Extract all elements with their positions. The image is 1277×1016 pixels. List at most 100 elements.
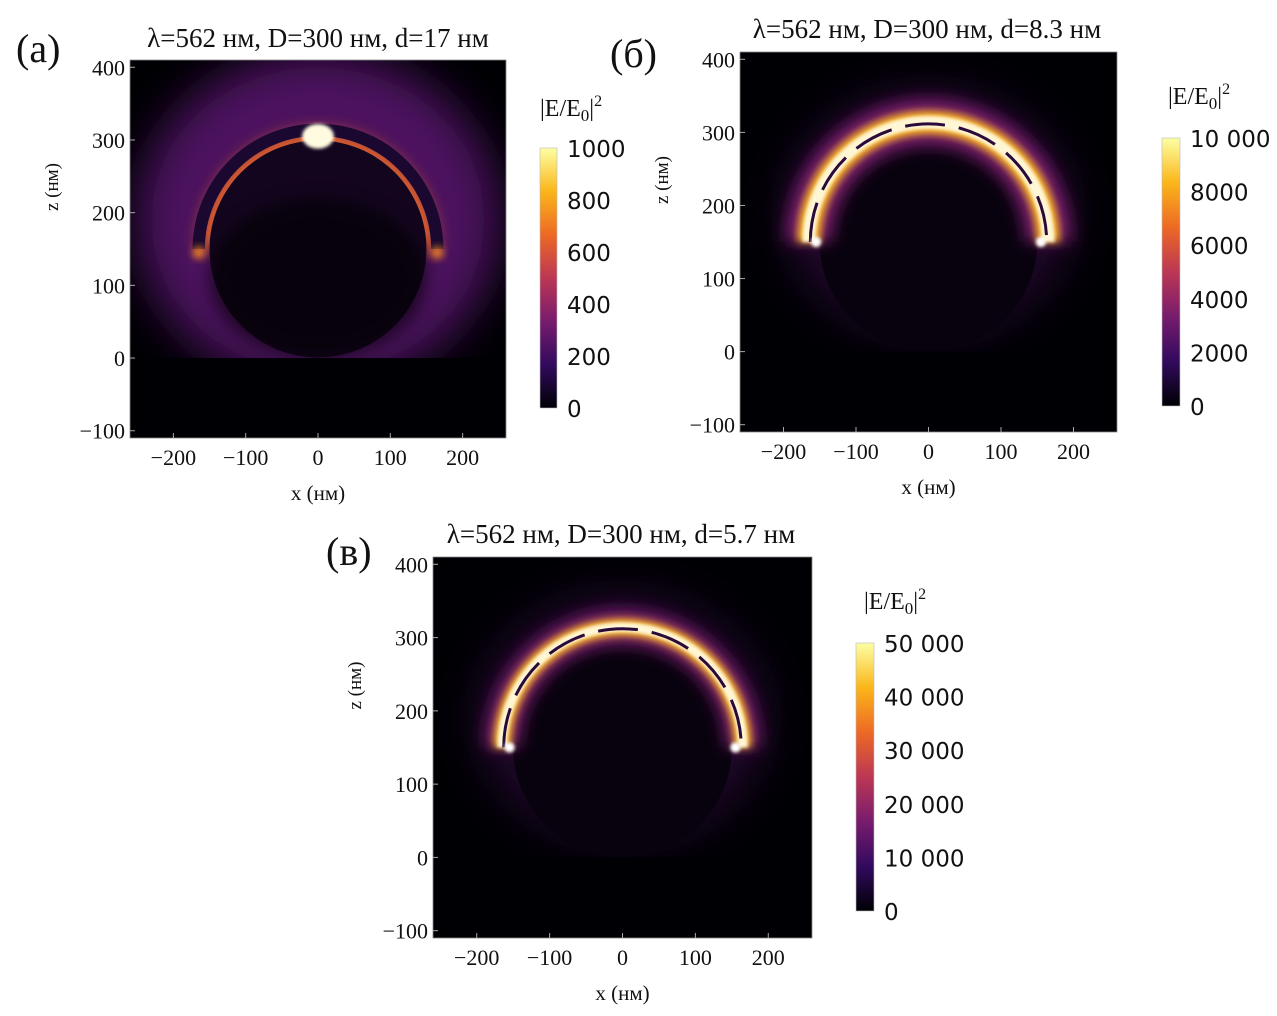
heatmap bbox=[433, 557, 812, 938]
substrate bbox=[740, 351, 1117, 432]
colorbar-title-main: |E/E bbox=[1168, 84, 1209, 110]
colorbar-title-sub: 0 bbox=[1209, 94, 1218, 113]
colorbar-tick-label: 40 000 bbox=[884, 686, 964, 712]
x-tick-label: 0 bbox=[313, 445, 324, 470]
heatmap bbox=[130, 60, 506, 438]
y-tick-label: 300 bbox=[92, 128, 125, 153]
hotspot-end bbox=[431, 246, 444, 259]
colorbar-tick-label: 0 bbox=[884, 900, 899, 926]
y-tick-label: 400 bbox=[702, 47, 735, 72]
y-tick-label: 400 bbox=[92, 55, 125, 80]
hotspot-end bbox=[730, 742, 741, 753]
x-tick-label: −200 bbox=[454, 945, 499, 970]
hotspot-end bbox=[504, 742, 515, 753]
y-tick-label: 100 bbox=[395, 772, 428, 797]
y-tick-label: 100 bbox=[92, 273, 125, 298]
y-tick-label: 200 bbox=[92, 201, 125, 226]
y-axis-label: z (нм) bbox=[42, 163, 63, 211]
sphere-shadow bbox=[209, 198, 427, 359]
colorbar-tick-label: 30 000 bbox=[884, 739, 964, 765]
substrate bbox=[130, 358, 506, 438]
colorbar-title: |E/E0|2 bbox=[864, 586, 926, 618]
x-axis-label: x (нм) bbox=[901, 475, 955, 499]
colorbar-title-bar: | bbox=[589, 96, 594, 122]
colorbar-tick-label: 1000 bbox=[567, 137, 626, 163]
colorbar-title-sup: 2 bbox=[918, 586, 926, 603]
colorbar-tick-label: 800 bbox=[567, 189, 611, 215]
x-tick-label: −100 bbox=[223, 445, 268, 470]
colorbar bbox=[855, 642, 875, 912]
y-tick-label: 200 bbox=[702, 193, 735, 218]
colorbar-tick-label: 4000 bbox=[1190, 288, 1249, 314]
shell bbox=[808, 122, 1049, 243]
x-tick-label: −200 bbox=[761, 439, 806, 464]
colorbar-tick-label: 8000 bbox=[1190, 181, 1249, 207]
y-tick-label: 300 bbox=[702, 120, 735, 145]
y-tick-label: −100 bbox=[383, 919, 428, 944]
colorbar bbox=[1161, 137, 1181, 407]
x-tick-label: 100 bbox=[374, 445, 407, 470]
chart-title: λ=562 нм, D=300 нм, d=5.7 нм bbox=[447, 519, 795, 549]
colorbar-tick-label: 10 000 bbox=[1190, 127, 1270, 153]
colorbar bbox=[539, 147, 558, 409]
x-axis-label: x (нм) bbox=[291, 481, 345, 505]
colorbar-title: |E/E0|2 bbox=[1168, 81, 1230, 113]
x-tick-label: 100 bbox=[679, 945, 712, 970]
colorbar-tick-label: 0 bbox=[1190, 395, 1205, 421]
sphere bbox=[819, 133, 1038, 351]
panel-label: (a) bbox=[16, 26, 60, 71]
x-tick-label: 200 bbox=[1057, 439, 1090, 464]
y-tick-label: −100 bbox=[690, 413, 735, 438]
colorbar-title-sup: 2 bbox=[1222, 81, 1230, 98]
colorbar-tick-label: 10 000 bbox=[884, 846, 964, 872]
y-tick-label: −100 bbox=[80, 419, 125, 444]
colorbar-tick-label: 400 bbox=[567, 293, 611, 319]
y-tick-label: 400 bbox=[395, 552, 428, 577]
x-tick-label: 200 bbox=[752, 945, 785, 970]
y-tick-label: 100 bbox=[702, 267, 735, 292]
x-tick-label: −200 bbox=[151, 445, 196, 470]
hotspot-end bbox=[1035, 236, 1046, 248]
colorbar-title: |E/E0|2 bbox=[540, 93, 602, 125]
sphere bbox=[513, 638, 732, 857]
x-tick-label: 0 bbox=[923, 439, 934, 464]
colorbar-title-sub: 0 bbox=[581, 106, 590, 125]
colorbar-tick-label: 50 000 bbox=[884, 632, 964, 658]
y-axis-label: z (нм) bbox=[345, 661, 366, 709]
y-tick-label: 0 bbox=[114, 346, 125, 371]
hotspot-top bbox=[302, 123, 334, 149]
panel-label: (в) bbox=[326, 529, 372, 574]
y-tick-label: 0 bbox=[417, 845, 428, 870]
y-tick-label: 0 bbox=[724, 340, 735, 365]
colorbar-tick-label: 200 bbox=[567, 345, 611, 371]
colorbar-tick-label: 0 bbox=[567, 397, 582, 423]
x-axis-label: x (нм) bbox=[595, 981, 649, 1005]
colorbar-tick-label: 20 000 bbox=[884, 793, 964, 819]
y-axis-label: z (нм) bbox=[652, 156, 673, 204]
x-tick-label: 100 bbox=[985, 439, 1018, 464]
colorbar-title-bar: | bbox=[1217, 84, 1222, 110]
x-tick-label: 0 bbox=[617, 945, 628, 970]
colorbar-title-sub: 0 bbox=[905, 599, 914, 618]
y-tick-label: 200 bbox=[395, 699, 428, 724]
colorbar-title-bar: | bbox=[913, 589, 918, 615]
colorbar-tick-label: 2000 bbox=[1190, 341, 1249, 367]
panel-label: (б) bbox=[610, 31, 657, 76]
panel-1: −200 −100 0 100 200 −100 0 100 200 300 400 x (нм) z … bbox=[16, 23, 626, 505]
colorbar-title-main: |E/E bbox=[864, 589, 905, 615]
substrate bbox=[433, 857, 812, 938]
chart-title: λ=562 нм, D=300 нм, d=17 нм bbox=[147, 23, 489, 53]
x-tick-label: 200 bbox=[446, 445, 479, 470]
shell bbox=[502, 627, 743, 748]
colorbar-title-main: |E/E bbox=[540, 96, 581, 122]
x-tick-label: −100 bbox=[833, 439, 878, 464]
hotspot-end bbox=[192, 246, 205, 259]
x-tick-label: −100 bbox=[527, 945, 572, 970]
colorbar-tick-label: 6000 bbox=[1190, 234, 1249, 260]
hotspot-end bbox=[811, 236, 822, 248]
colorbar-tick-label: 600 bbox=[567, 241, 611, 267]
heatmap bbox=[740, 52, 1117, 432]
